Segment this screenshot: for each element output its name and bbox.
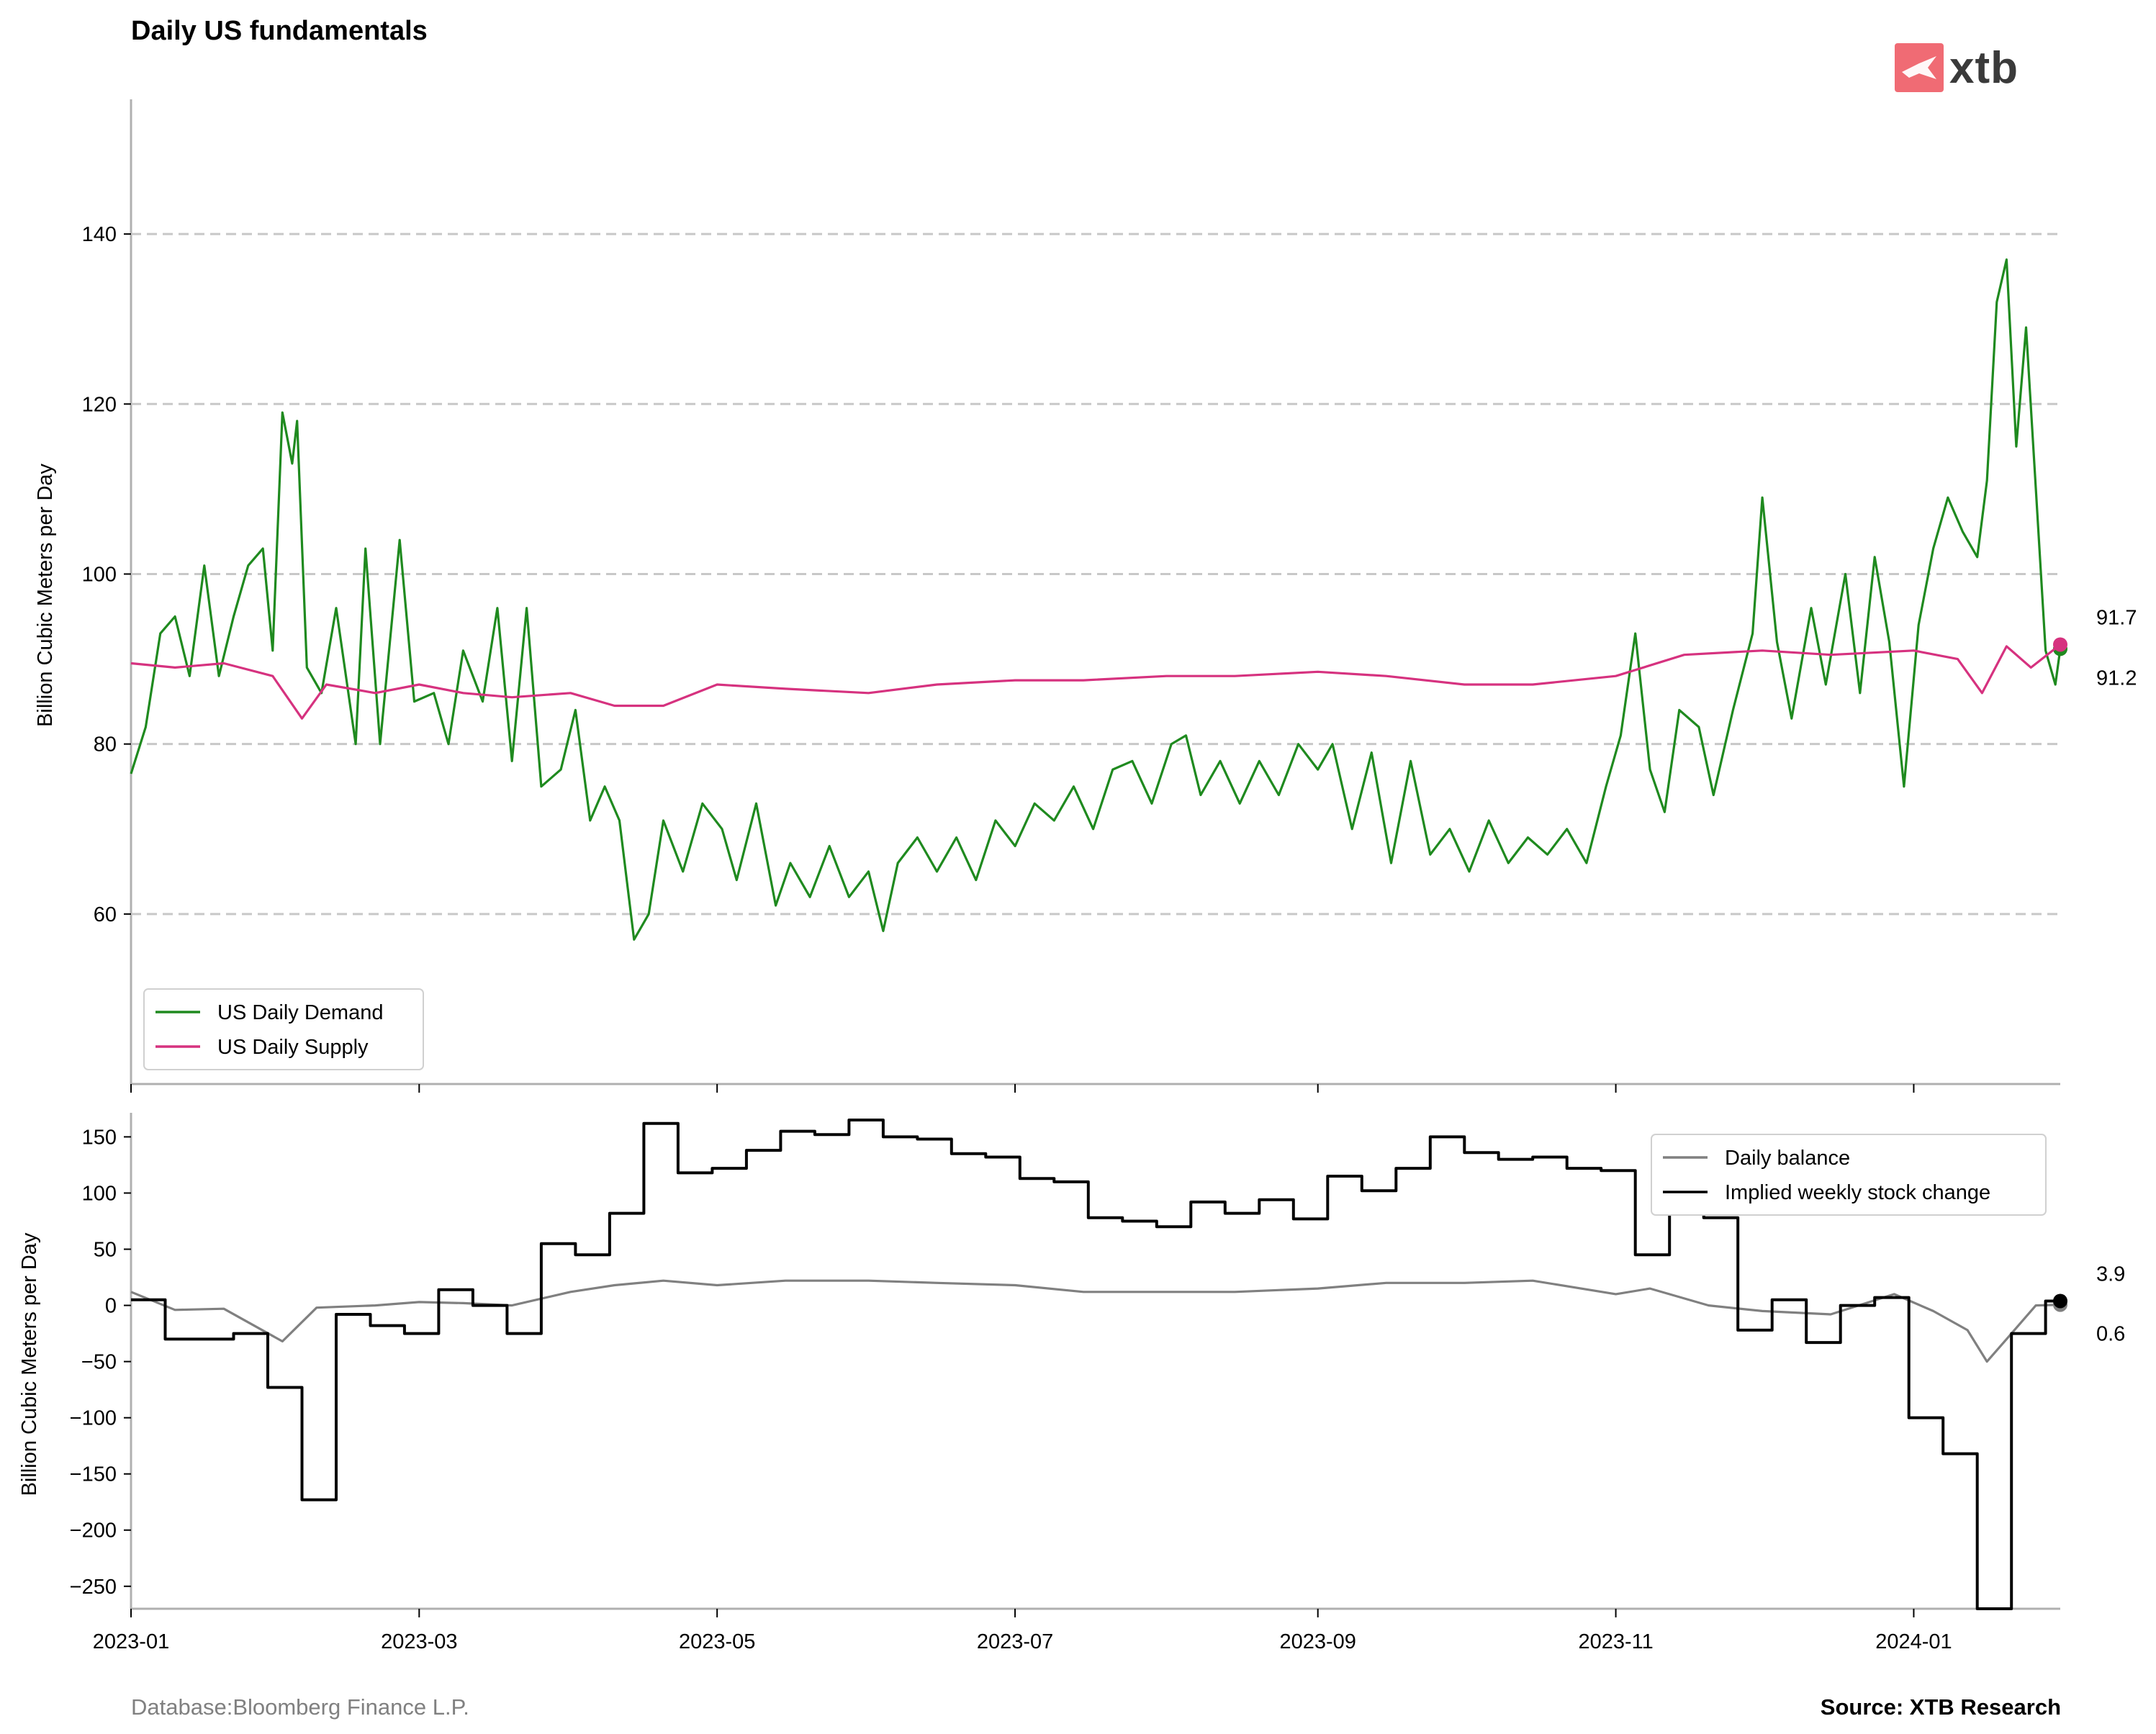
x-tick-label: 2023-11 xyxy=(1578,1630,1653,1653)
y-tick-label: 60 xyxy=(94,903,117,926)
y-tick-label: 0 xyxy=(105,1295,117,1318)
end-value-label: 0.6 xyxy=(2096,1323,2125,1346)
y-tick-label: −250 xyxy=(70,1576,117,1599)
legend-box xyxy=(143,988,424,1070)
bottom-panel: −250 −200 −150 −100 −50 0 50 100 150 Billion Cubi… xyxy=(18,1113,2125,1653)
y-axis-label: Billion Cubic Meters per Day xyxy=(18,1232,41,1496)
us-daily-supply-end-marker xyxy=(2053,637,2067,652)
y-tick-label: −100 xyxy=(70,1407,117,1430)
footer-source: Source: XTB Research xyxy=(1820,1694,2061,1720)
xtb-logo: xtb xyxy=(1895,42,2019,94)
implied-weekly-stock-change-end-marker xyxy=(2053,1293,2067,1309)
y-tick-label: 120 xyxy=(82,393,117,416)
y-tick-label: 50 xyxy=(94,1239,117,1262)
end-value-label: 91.2 xyxy=(2096,667,2137,690)
us-daily-supply-legend-label: US Daily Supply xyxy=(217,1036,369,1059)
y-tick-label: 100 xyxy=(82,1182,117,1205)
x-tick-label: 2024-01 xyxy=(1875,1630,1952,1653)
footer-database: Database:Bloomberg Finance L.P. xyxy=(131,1694,469,1720)
implied-weekly-stock-change-legend-label: Implied weekly stock change xyxy=(1725,1181,1990,1204)
chart-title: Daily US fundamentals xyxy=(131,16,428,46)
implied-weekly-stock-change-line xyxy=(131,1119,2060,1610)
x-tick-label: 2023-03 xyxy=(381,1630,457,1653)
y-tick-label: 80 xyxy=(94,733,117,757)
top-panel: 60 80 100 120 140 Billion Cubic Meters per Da… xyxy=(34,99,2137,1093)
legend-box xyxy=(1651,1134,2047,1216)
x-tick-label: 2023-09 xyxy=(1279,1630,1356,1653)
xtb-logo-text: xtb xyxy=(1949,42,2019,93)
y-axis-label: Billion Cubic Meters per Day xyxy=(34,464,57,727)
y-tick-label: −200 xyxy=(70,1519,117,1543)
y-tick-label: −150 xyxy=(70,1463,117,1486)
x-tick-label: 2023-05 xyxy=(679,1630,755,1653)
us-daily-demand-legend-label: US Daily Demand xyxy=(217,1001,383,1024)
us-daily-supply-line xyxy=(130,644,2061,720)
end-value-label: 3.9 xyxy=(2096,1263,2125,1286)
x-tick-label: 2023-07 xyxy=(977,1630,1053,1653)
y-tick-label: 100 xyxy=(82,563,117,586)
x-tick-label: 2023-01 xyxy=(93,1630,169,1653)
legend: Daily balance Implied weekly stock change xyxy=(1651,1134,2047,1216)
y-tick-label: −50 xyxy=(81,1351,117,1374)
end-value-label: 91.7 xyxy=(2096,606,2137,629)
daily-balance-legend-label: Daily balance xyxy=(1725,1147,1850,1170)
xtb-logo-icon xyxy=(1895,43,1944,92)
us-daily-demand-line xyxy=(130,258,2062,941)
y-tick-label: 150 xyxy=(82,1126,117,1149)
y-tick-label: 140 xyxy=(82,223,117,246)
legend: US Daily Demand US Daily Supply xyxy=(143,988,424,1070)
